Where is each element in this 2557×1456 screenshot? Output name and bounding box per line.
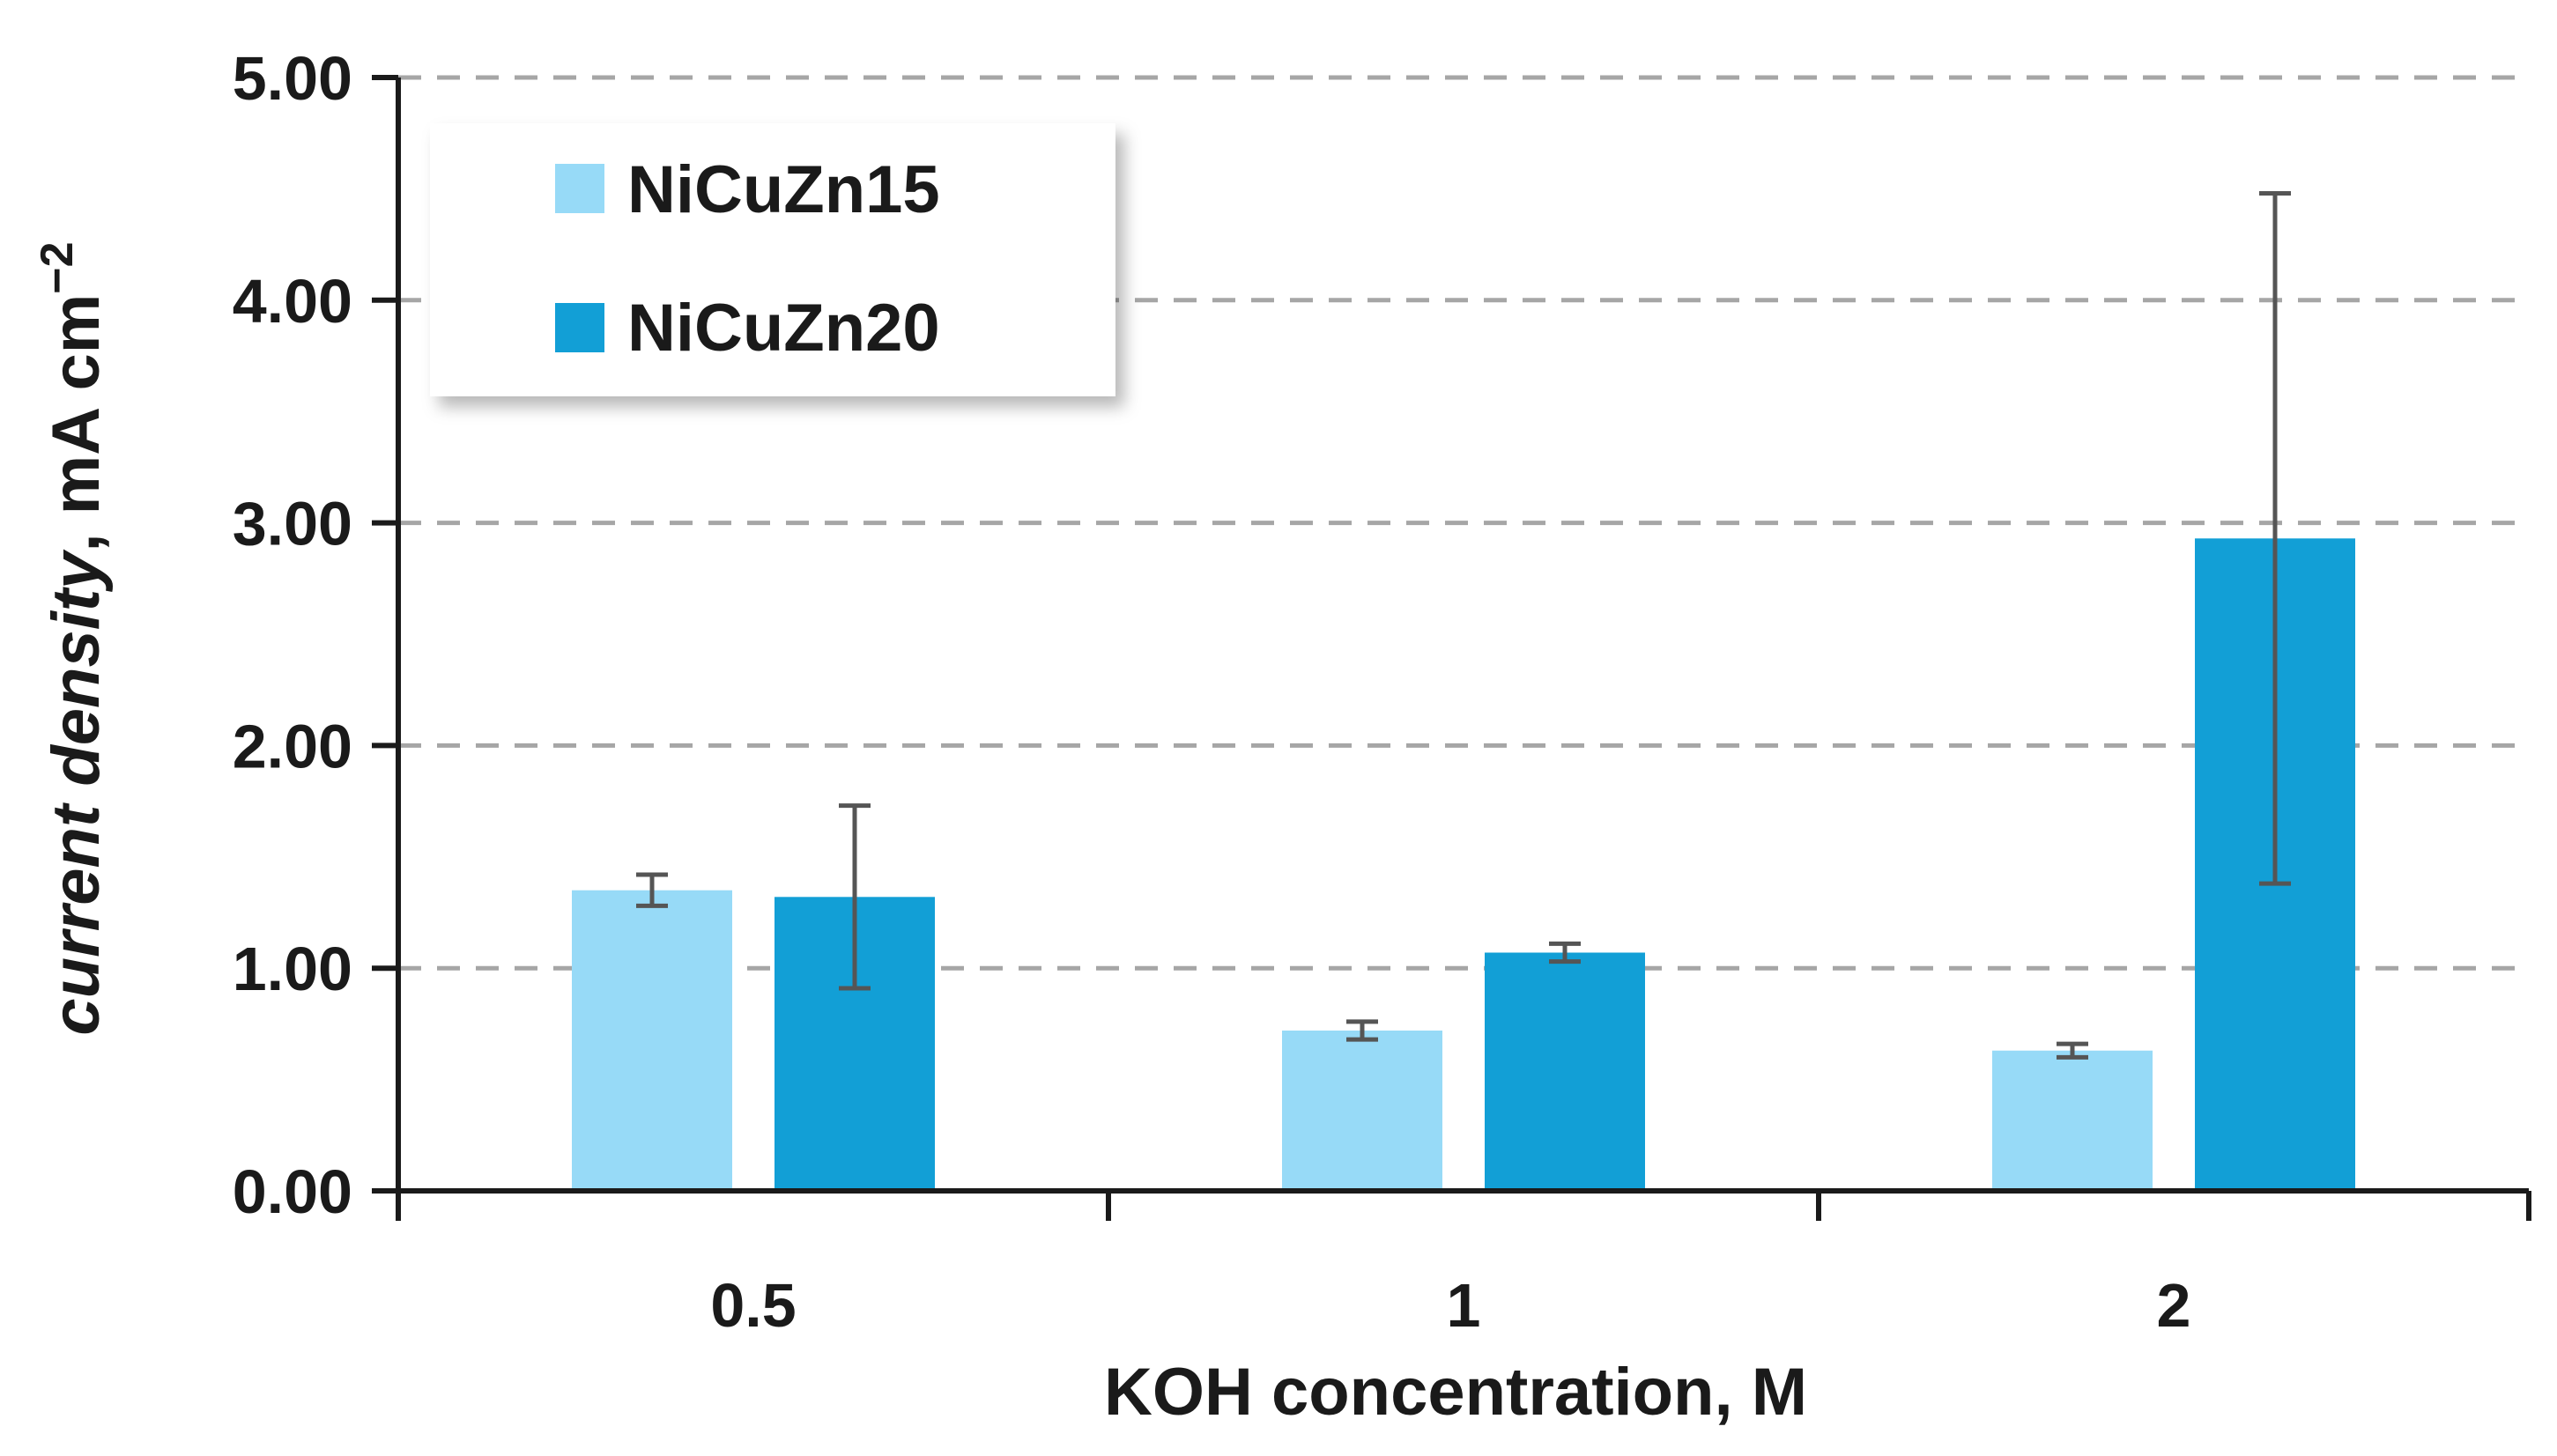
- y-tick-label: 5.00: [233, 44, 352, 113]
- y-tick-label: 4.00: [233, 267, 352, 336]
- error-bar-nicuzn20-2: [2259, 190, 2291, 886]
- legend-label-nicuzn20: NiCuZn20: [627, 291, 940, 366]
- x-tick-label: 1: [1447, 1271, 1481, 1340]
- bar-nicuzn15-2: [1992, 1050, 2153, 1191]
- y-axis-title: current density, mA cm−2: [32, 241, 114, 1035]
- legend-swatch-nicuzn20: [555, 303, 604, 352]
- x-tick-label: 0.5: [710, 1271, 796, 1340]
- error-bar-nicuzn15-2: [2057, 1041, 2088, 1060]
- y-axis-title-superscript: −2: [32, 241, 83, 293]
- y-axis-title-italic: current density: [39, 549, 114, 1036]
- error-bar-nicuzn20-0.5: [839, 803, 871, 991]
- x-tick-label: 2: [2157, 1271, 2191, 1340]
- y-tick-label: 0.00: [233, 1157, 352, 1226]
- legend-swatch-nicuzn15: [555, 164, 604, 213]
- error-bars-group: [636, 190, 2291, 1060]
- bar-nicuzn20-1: [1485, 952, 1645, 1191]
- x-tick-labels: 0.5 1 2: [710, 1271, 2190, 1340]
- y-tick-label: 1.00: [233, 935, 352, 1003]
- x-axis-title: KOH concentration, M: [1104, 1355, 1807, 1430]
- y-tick-labels: 0.00 1.00 2.00 3.00 4.00 5.00: [233, 44, 352, 1226]
- error-bar-nicuzn15-1: [1346, 1019, 1378, 1042]
- bars-group: [572, 538, 2355, 1191]
- bar-nicuzn15-1: [1282, 1030, 1442, 1191]
- error-bar-nicuzn20-1: [1549, 941, 1581, 965]
- legend-box: [430, 123, 1115, 396]
- y-tick-label: 3.00: [233, 490, 352, 558]
- legend: NiCuZn15 NiCuZn20: [430, 123, 1115, 396]
- legend-label-nicuzn15: NiCuZn15: [627, 152, 940, 227]
- error-bar-nicuzn15-0.5: [636, 872, 668, 908]
- y-tick-label: 2.00: [233, 712, 352, 780]
- y-axis-title-unit: , mA cm: [39, 294, 114, 552]
- bar-nicuzn15-0.5: [572, 890, 732, 1191]
- axes-group: [372, 75, 2531, 1221]
